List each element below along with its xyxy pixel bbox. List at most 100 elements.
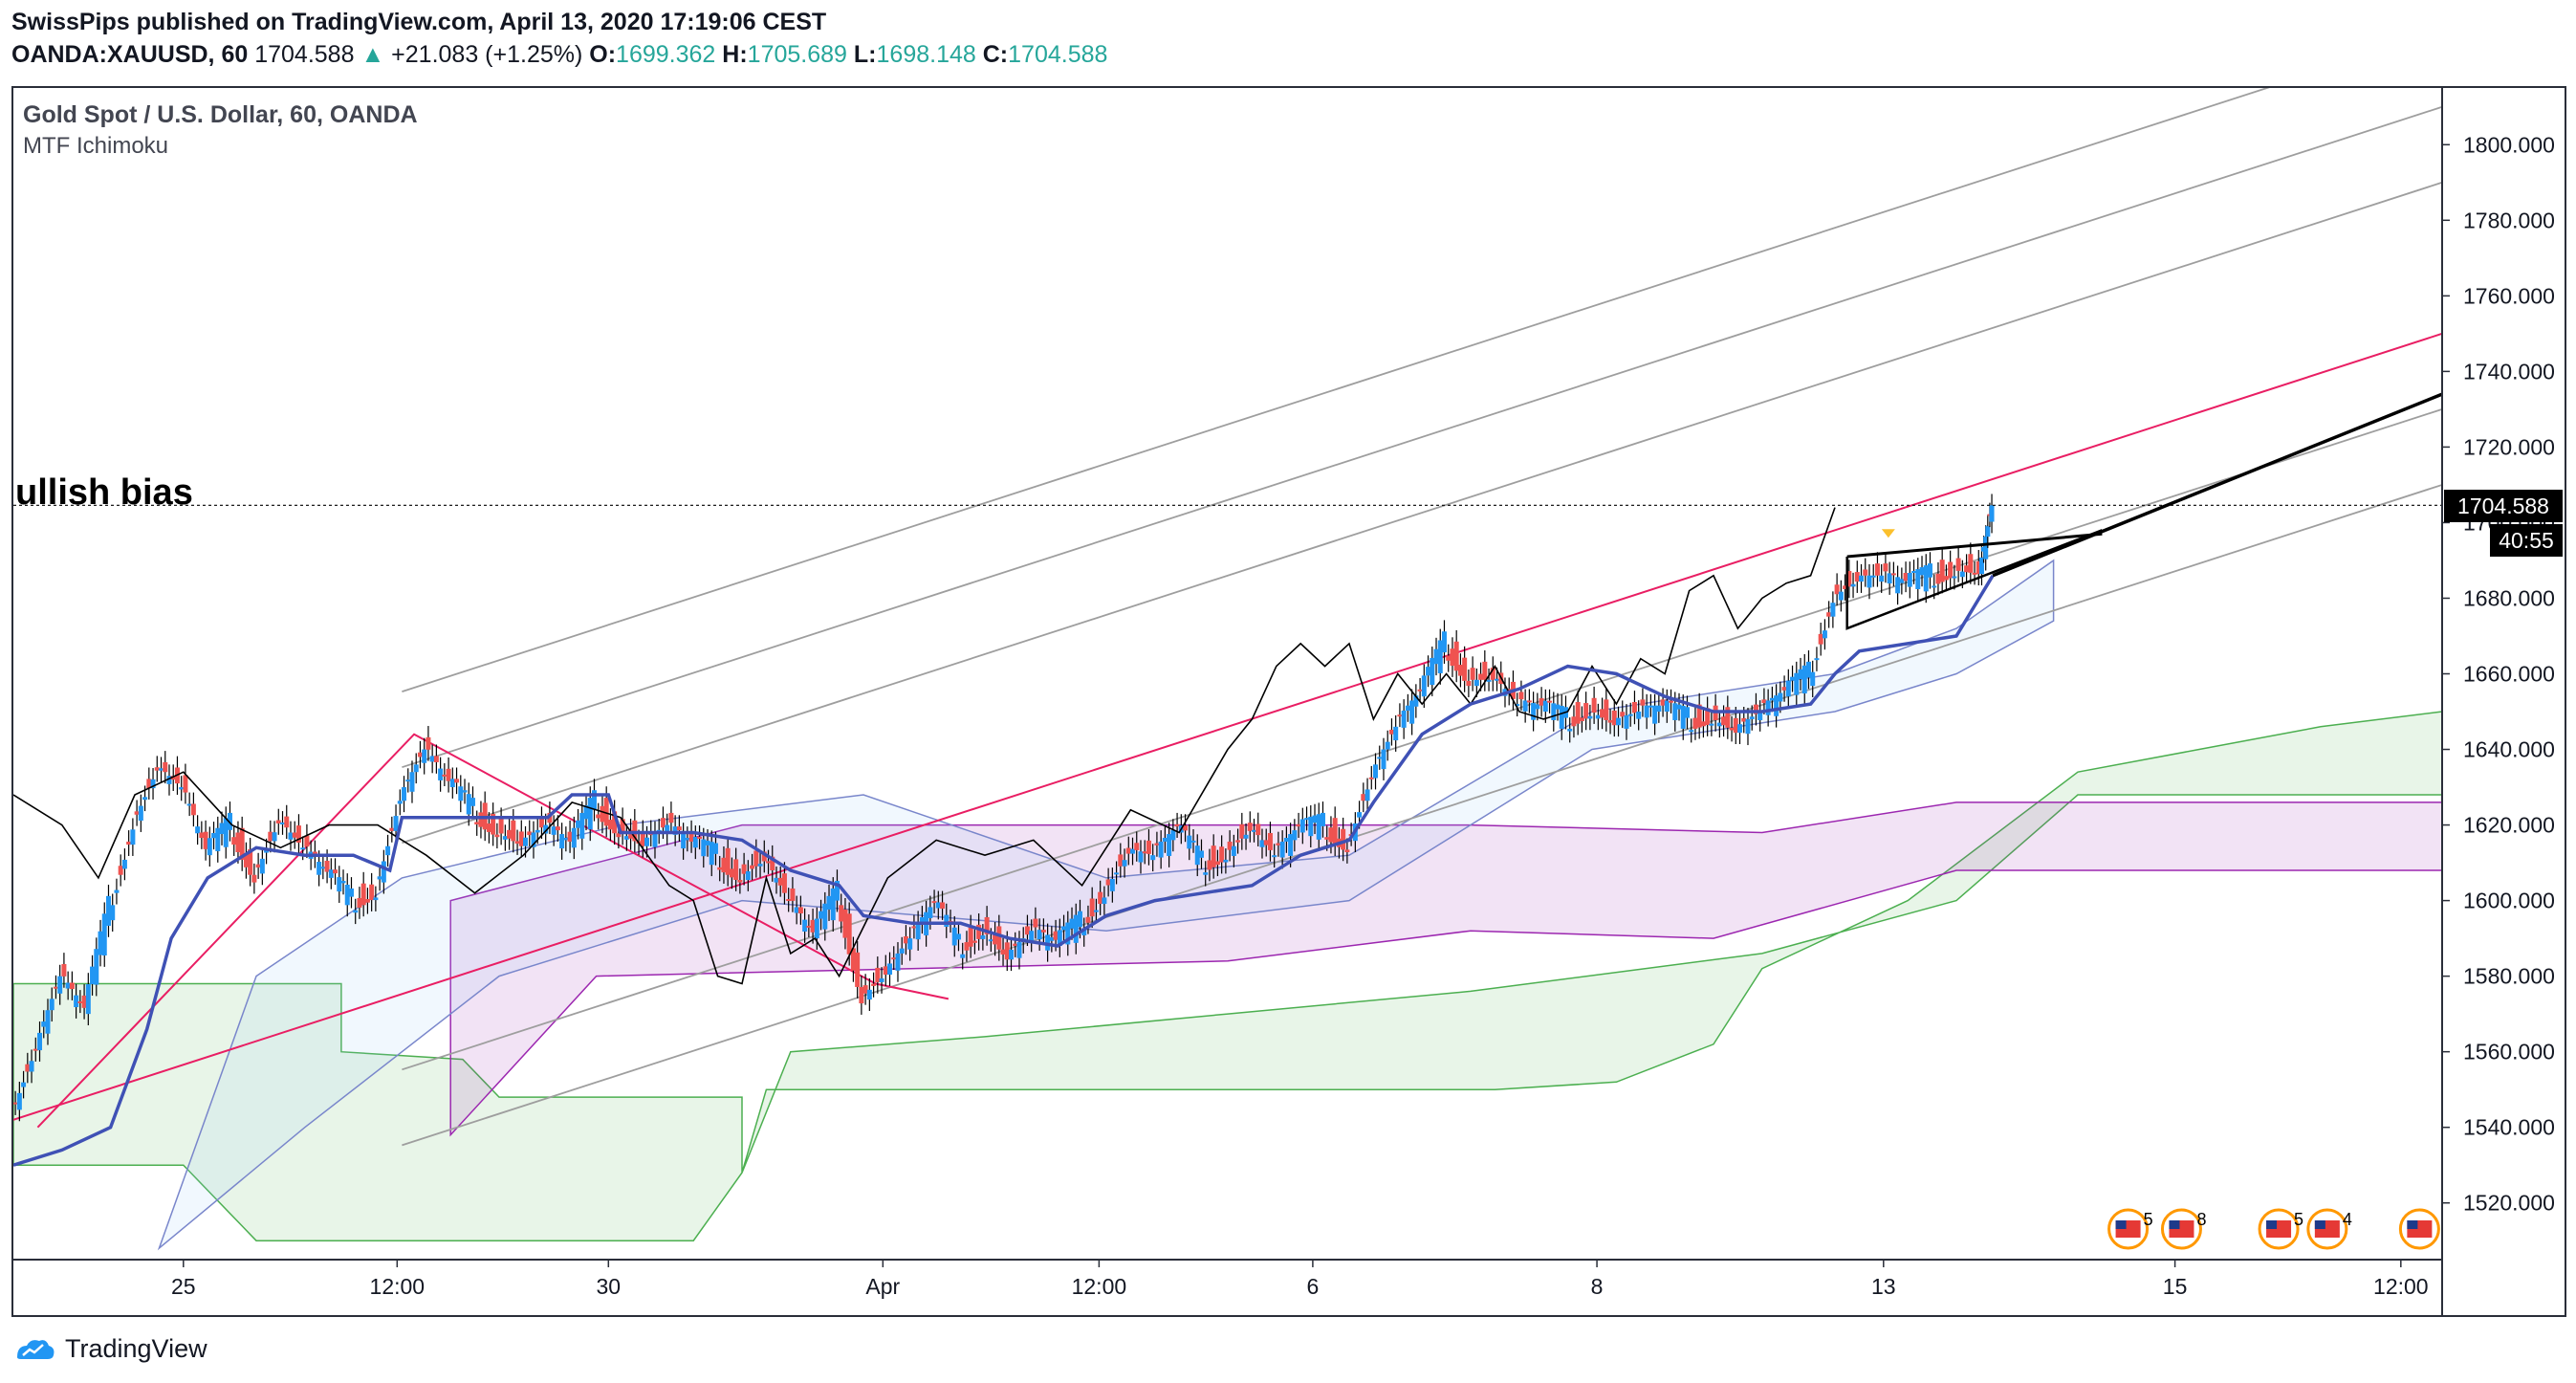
- legend-title[interactable]: Gold Spot / U.S. Dollar, 60, OANDA: [23, 101, 418, 128]
- candle-body: [150, 779, 156, 789]
- candle-body: [1393, 726, 1399, 741]
- candle-body: [186, 803, 192, 806]
- candle-body: [1361, 794, 1366, 801]
- candle-body: [527, 831, 533, 836]
- us-flag-icon[interactable]: 5: [2107, 1208, 2153, 1250]
- candle-body: [753, 850, 759, 867]
- time-tick-label: 6: [1307, 1274, 1320, 1299]
- indicator-name[interactable]: MTF Ichimoku: [23, 133, 168, 159]
- candle-body: [199, 832, 205, 838]
- tradingview-brand[interactable]: TradingView: [65, 1333, 207, 1363]
- candle-body: [1826, 612, 1832, 617]
- us-flag-icon[interactable]: [2398, 1208, 2440, 1250]
- candle-body: [1138, 851, 1144, 863]
- candle-body: [1421, 675, 1427, 697]
- chikou-line: [13, 507, 1836, 985]
- candle-body: [777, 877, 783, 886]
- candle-body: [385, 845, 391, 856]
- candle-body: [786, 899, 792, 902]
- candle-body: [25, 1064, 31, 1072]
- candle-body: [951, 927, 957, 946]
- candle-body: [1757, 712, 1763, 720]
- publisher-line: SwissPips published on TradingView.com, …: [11, 9, 827, 35]
- flag-canton: [2314, 1220, 2325, 1229]
- candle-body: [1024, 926, 1030, 935]
- candle-body: [1130, 848, 1136, 854]
- candle-body: [907, 938, 913, 950]
- candle-body: [469, 798, 475, 806]
- candle-body: [1705, 708, 1711, 725]
- candle-body: [1972, 572, 1977, 575]
- candle-body: [1150, 855, 1156, 861]
- candle-body: [1765, 700, 1771, 715]
- candle-body: [1903, 572, 1909, 582]
- candle-body: [1409, 700, 1415, 724]
- candle-body: [458, 786, 464, 801]
- candle-body: [1814, 658, 1820, 661]
- candle-body: [369, 884, 375, 901]
- marker-triangle-icon: [1881, 529, 1895, 538]
- candle-body: [402, 787, 407, 801]
- candle-body: [996, 926, 1002, 950]
- candle-body: [822, 903, 828, 930]
- candle-body: [685, 838, 690, 841]
- us-flag-icon[interactable]: 4: [2306, 1208, 2352, 1250]
- candle-body: [1810, 671, 1816, 687]
- candle-body: [1850, 583, 1856, 587]
- candle-body: [596, 814, 601, 819]
- candle-body: [1859, 575, 1865, 582]
- candle-body: [81, 995, 87, 1008]
- candle-body: [1417, 689, 1423, 692]
- candle-body: [1089, 898, 1095, 917]
- candle-body: [1154, 843, 1160, 845]
- candle-body: [1198, 850, 1204, 858]
- candle-body: [940, 902, 946, 910]
- candle-body: [1729, 727, 1735, 731]
- candle-body: [819, 911, 824, 919]
- candle-body: [353, 910, 359, 913]
- candle-body: [891, 957, 897, 960]
- candle-body: [154, 767, 160, 771]
- candle-body: [1741, 717, 1747, 722]
- candle-body: [879, 978, 884, 982]
- candle-body: [555, 826, 560, 831]
- candle-body: [239, 827, 245, 860]
- candle-body: [389, 827, 395, 831]
- chart-frame[interactable]: 1800.000 1780.000 1760.000 1740.000 1720.000…: [11, 86, 2566, 1317]
- candle-body: [29, 1061, 34, 1072]
- us-flag-icon[interactable]: 8: [2160, 1208, 2206, 1250]
- candle-body: [1733, 717, 1738, 734]
- candle-body: [1308, 816, 1314, 837]
- candle-body: [1761, 699, 1767, 704]
- candle-body: [474, 822, 480, 825]
- candle-body: [1575, 702, 1581, 724]
- candle-body: [163, 761, 168, 773]
- us-flag-icon[interactable]: 5: [2258, 1208, 2303, 1250]
- candle-body: [1093, 910, 1099, 912]
- chart-canvas[interactable]: 1800.000 1780.000 1760.000 1740.000 1720.000…: [13, 88, 2565, 1315]
- candle-body: [944, 914, 950, 927]
- candle-body: [1636, 712, 1642, 719]
- candle-body: [1490, 668, 1495, 680]
- candle-body: [676, 826, 682, 831]
- candle-body: [1616, 717, 1622, 726]
- price-tick-label: 1580.000: [2463, 964, 2555, 989]
- candle-body: [1935, 573, 1941, 584]
- candle-body: [587, 798, 593, 830]
- candle-body: [511, 820, 516, 842]
- symbol[interactable]: OANDA:XAUUSD, 60: [11, 41, 249, 68]
- candle-body: [1769, 697, 1775, 701]
- candle-body: [442, 774, 448, 777]
- candle-body: [1644, 705, 1649, 718]
- candle-body: [1620, 712, 1626, 717]
- candle-body: [514, 841, 520, 845]
- candle-body: [1567, 728, 1573, 732]
- flag-canton: [2169, 1220, 2180, 1229]
- candle-body: [344, 885, 350, 906]
- candle-body: [903, 936, 908, 944]
- candle-body: [1907, 572, 1912, 587]
- candle-body: [1899, 579, 1905, 583]
- candle-body: [110, 905, 116, 921]
- bias-annotation[interactable]: ullish bias: [15, 472, 193, 513]
- candle-body: [632, 820, 638, 842]
